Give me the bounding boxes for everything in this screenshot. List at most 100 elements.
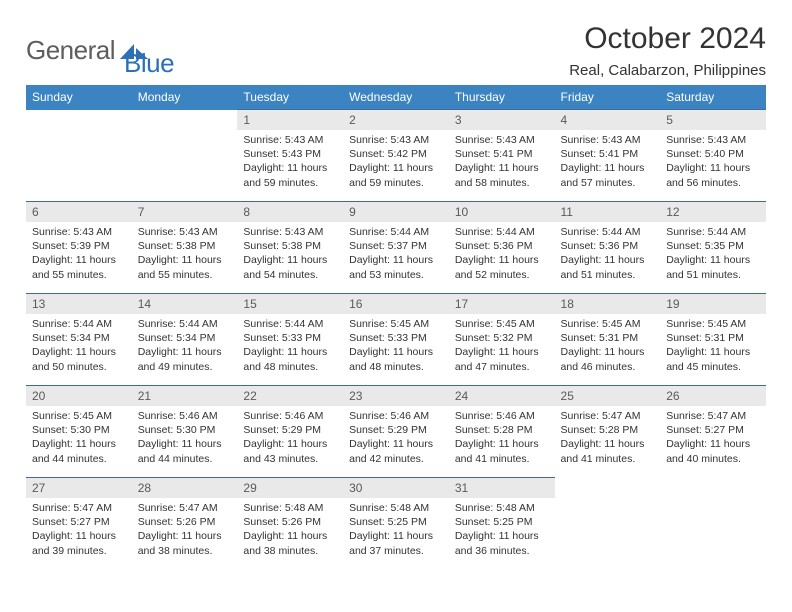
- day-number: 27: [26, 478, 132, 498]
- day-number: 30: [343, 478, 449, 498]
- calendar-day-cell: 13Sunrise: 5:44 AMSunset: 5:34 PMDayligh…: [26, 294, 132, 380]
- day-detail: Sunrise: 5:43 AMSunset: 5:43 PMDaylight:…: [237, 130, 343, 190]
- calendar-day-cell: 12Sunrise: 5:44 AMSunset: 5:35 PMDayligh…: [660, 202, 766, 288]
- calendar-week-row: 1Sunrise: 5:43 AMSunset: 5:43 PMDaylight…: [26, 110, 766, 196]
- calendar-week-row: 6Sunrise: 5:43 AMSunset: 5:39 PMDaylight…: [26, 202, 766, 288]
- calendar-day-cell: 5Sunrise: 5:43 AMSunset: 5:40 PMDaylight…: [660, 110, 766, 196]
- day-number: 4: [555, 110, 661, 130]
- calendar-day-cell: 29Sunrise: 5:48 AMSunset: 5:26 PMDayligh…: [237, 478, 343, 564]
- day-detail: Sunrise: 5:44 AMSunset: 5:34 PMDaylight:…: [132, 314, 238, 374]
- day-detail: Sunrise: 5:45 AMSunset: 5:33 PMDaylight:…: [343, 314, 449, 374]
- logo-word1: General: [26, 35, 115, 66]
- calendar-week-row: 13Sunrise: 5:44 AMSunset: 5:34 PMDayligh…: [26, 294, 766, 380]
- day-detail: Sunrise: 5:43 AMSunset: 5:40 PMDaylight:…: [660, 130, 766, 190]
- day-detail: Sunrise: 5:43 AMSunset: 5:41 PMDaylight:…: [449, 130, 555, 190]
- calendar-day-cell: 27Sunrise: 5:47 AMSunset: 5:27 PMDayligh…: [26, 478, 132, 564]
- day-detail: Sunrise: 5:43 AMSunset: 5:39 PMDaylight:…: [26, 222, 132, 282]
- calendar-table: SundayMondayTuesdayWednesdayThursdayFrid…: [26, 85, 766, 564]
- day-number: 9: [343, 202, 449, 222]
- calendar-day-cell: 31Sunrise: 5:48 AMSunset: 5:25 PMDayligh…: [449, 478, 555, 564]
- day-number: 6: [26, 202, 132, 222]
- day-detail: Sunrise: 5:44 AMSunset: 5:36 PMDaylight:…: [449, 222, 555, 282]
- day-detail: Sunrise: 5:44 AMSunset: 5:36 PMDaylight:…: [555, 222, 661, 282]
- day-detail: Sunrise: 5:46 AMSunset: 5:30 PMDaylight:…: [132, 406, 238, 466]
- calendar-day-cell: 3Sunrise: 5:43 AMSunset: 5:41 PMDaylight…: [449, 110, 555, 196]
- day-detail: Sunrise: 5:43 AMSunset: 5:41 PMDaylight:…: [555, 130, 661, 190]
- calendar-day-cell: [660, 478, 766, 564]
- day-number: 5: [660, 110, 766, 130]
- day-detail: Sunrise: 5:43 AMSunset: 5:38 PMDaylight:…: [237, 222, 343, 282]
- day-number: 23: [343, 386, 449, 406]
- day-detail: Sunrise: 5:45 AMSunset: 5:32 PMDaylight:…: [449, 314, 555, 374]
- calendar-day-cell: 24Sunrise: 5:46 AMSunset: 5:28 PMDayligh…: [449, 386, 555, 472]
- day-detail: Sunrise: 5:44 AMSunset: 5:35 PMDaylight:…: [660, 222, 766, 282]
- day-number: 21: [132, 386, 238, 406]
- calendar-day-cell: 17Sunrise: 5:45 AMSunset: 5:32 PMDayligh…: [449, 294, 555, 380]
- day-number: 13: [26, 294, 132, 314]
- day-number: 10: [449, 202, 555, 222]
- day-detail: Sunrise: 5:47 AMSunset: 5:27 PMDaylight:…: [660, 406, 766, 466]
- weekday-header: Monday: [132, 85, 238, 110]
- weekday-header: Saturday: [660, 85, 766, 110]
- day-number: 19: [660, 294, 766, 314]
- day-number: 2: [343, 110, 449, 130]
- logo: General Blue: [26, 22, 174, 79]
- calendar-day-cell: 30Sunrise: 5:48 AMSunset: 5:25 PMDayligh…: [343, 478, 449, 564]
- day-number: 29: [237, 478, 343, 498]
- day-detail: Sunrise: 5:46 AMSunset: 5:29 PMDaylight:…: [343, 406, 449, 466]
- calendar-day-cell: 20Sunrise: 5:45 AMSunset: 5:30 PMDayligh…: [26, 386, 132, 472]
- title-block: October 2024 Real, Calabarzon, Philippin…: [569, 22, 766, 79]
- header: General Blue October 2024 Real, Calabarz…: [26, 22, 766, 79]
- calendar-day-cell: 25Sunrise: 5:47 AMSunset: 5:28 PMDayligh…: [555, 386, 661, 472]
- calendar-day-cell: 8Sunrise: 5:43 AMSunset: 5:38 PMDaylight…: [237, 202, 343, 288]
- calendar-day-cell: 22Sunrise: 5:46 AMSunset: 5:29 PMDayligh…: [237, 386, 343, 472]
- calendar-day-cell: 7Sunrise: 5:43 AMSunset: 5:38 PMDaylight…: [132, 202, 238, 288]
- calendar-day-cell: [26, 110, 132, 196]
- day-number: 18: [555, 294, 661, 314]
- calendar-day-cell: 9Sunrise: 5:44 AMSunset: 5:37 PMDaylight…: [343, 202, 449, 288]
- calendar-day-cell: [555, 478, 661, 564]
- day-detail: Sunrise: 5:48 AMSunset: 5:25 PMDaylight:…: [343, 498, 449, 558]
- day-number: 7: [132, 202, 238, 222]
- day-number: 15: [237, 294, 343, 314]
- weekday-header: Thursday: [449, 85, 555, 110]
- weekday-header-row: SundayMondayTuesdayWednesdayThursdayFrid…: [26, 85, 766, 110]
- weekday-header: Wednesday: [343, 85, 449, 110]
- day-detail: Sunrise: 5:44 AMSunset: 5:33 PMDaylight:…: [237, 314, 343, 374]
- calendar-day-cell: 6Sunrise: 5:43 AMSunset: 5:39 PMDaylight…: [26, 202, 132, 288]
- day-detail: Sunrise: 5:44 AMSunset: 5:34 PMDaylight:…: [26, 314, 132, 374]
- day-number: 14: [132, 294, 238, 314]
- day-number: 20: [26, 386, 132, 406]
- day-detail: Sunrise: 5:43 AMSunset: 5:38 PMDaylight:…: [132, 222, 238, 282]
- page-title: October 2024: [569, 22, 766, 56]
- day-number: 11: [555, 202, 661, 222]
- calendar-day-cell: 19Sunrise: 5:45 AMSunset: 5:31 PMDayligh…: [660, 294, 766, 380]
- day-number: 22: [237, 386, 343, 406]
- day-detail: Sunrise: 5:46 AMSunset: 5:29 PMDaylight:…: [237, 406, 343, 466]
- weekday-header: Friday: [555, 85, 661, 110]
- calendar-day-cell: 21Sunrise: 5:46 AMSunset: 5:30 PMDayligh…: [132, 386, 238, 472]
- day-number: 28: [132, 478, 238, 498]
- calendar-day-cell: 14Sunrise: 5:44 AMSunset: 5:34 PMDayligh…: [132, 294, 238, 380]
- day-number: 12: [660, 202, 766, 222]
- calendar-day-cell: [132, 110, 238, 196]
- calendar-week-row: 20Sunrise: 5:45 AMSunset: 5:30 PMDayligh…: [26, 386, 766, 472]
- day-detail: Sunrise: 5:46 AMSunset: 5:28 PMDaylight:…: [449, 406, 555, 466]
- day-number: 3: [449, 110, 555, 130]
- day-detail: Sunrise: 5:45 AMSunset: 5:30 PMDaylight:…: [26, 406, 132, 466]
- location: Real, Calabarzon, Philippines: [569, 62, 766, 79]
- weekday-header: Tuesday: [237, 85, 343, 110]
- day-number: 24: [449, 386, 555, 406]
- day-detail: Sunrise: 5:45 AMSunset: 5:31 PMDaylight:…: [555, 314, 661, 374]
- calendar-day-cell: 16Sunrise: 5:45 AMSunset: 5:33 PMDayligh…: [343, 294, 449, 380]
- logo-word2: Blue: [124, 48, 174, 79]
- day-detail: Sunrise: 5:45 AMSunset: 5:31 PMDaylight:…: [660, 314, 766, 374]
- day-number: 31: [449, 478, 555, 498]
- day-detail: Sunrise: 5:47 AMSunset: 5:28 PMDaylight:…: [555, 406, 661, 466]
- calendar-day-cell: 10Sunrise: 5:44 AMSunset: 5:36 PMDayligh…: [449, 202, 555, 288]
- day-number: 16: [343, 294, 449, 314]
- day-number: 17: [449, 294, 555, 314]
- calendar-day-cell: 4Sunrise: 5:43 AMSunset: 5:41 PMDaylight…: [555, 110, 661, 196]
- calendar-day-cell: 18Sunrise: 5:45 AMSunset: 5:31 PMDayligh…: [555, 294, 661, 380]
- calendar-day-cell: 23Sunrise: 5:46 AMSunset: 5:29 PMDayligh…: [343, 386, 449, 472]
